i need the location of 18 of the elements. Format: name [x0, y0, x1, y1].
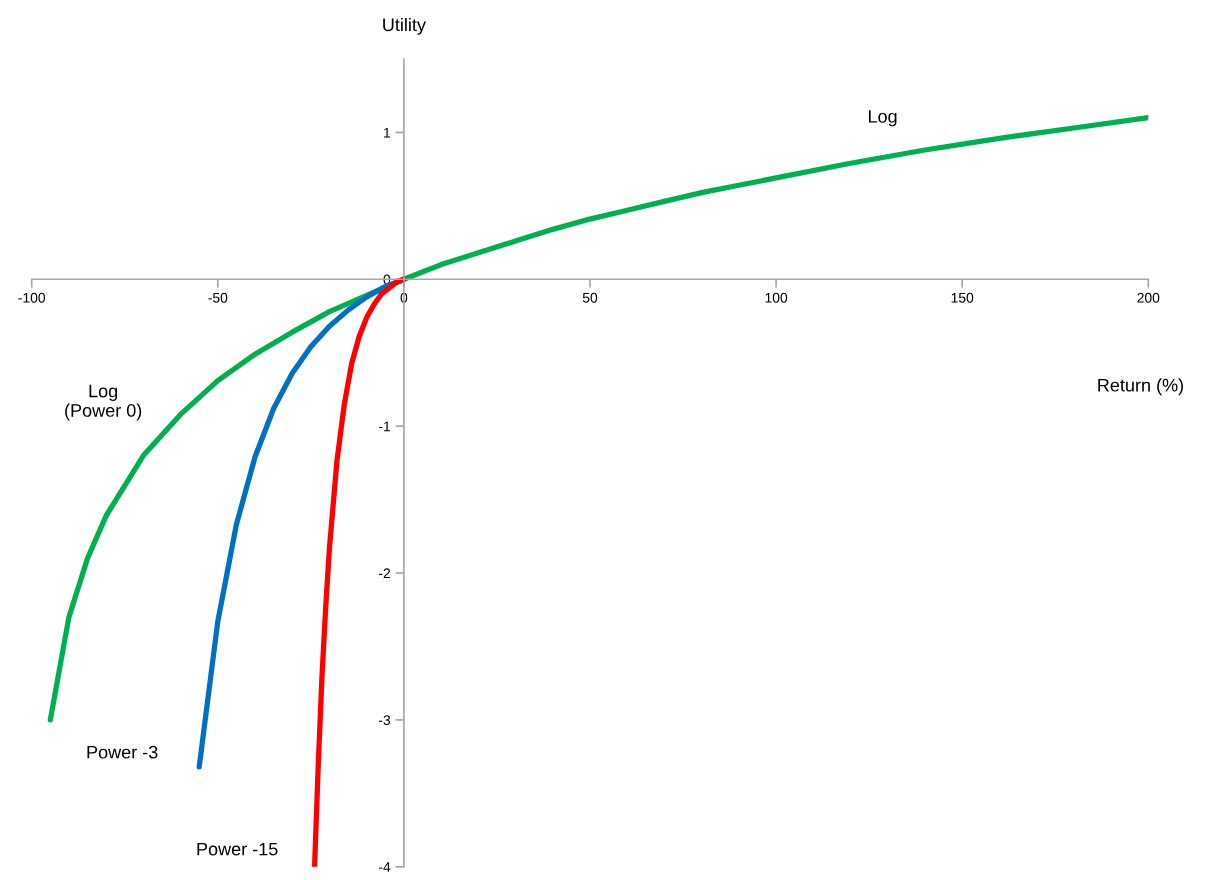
x-tick-label: 100 [765, 292, 788, 303]
y-tick-label: -4 [378, 862, 391, 872]
annotation: Power -3 [87, 745, 158, 759]
x-tick-label: 200 [1137, 292, 1160, 303]
x-tick-label: 0 [400, 292, 408, 303]
y-tick-label: 1 [384, 127, 391, 138]
annotation: Log [868, 110, 897, 127]
y-axis-title: Utility [383, 17, 426, 35]
x-axis-title: Return (%) [1098, 378, 1184, 396]
x-tick-label: 50 [582, 292, 598, 303]
x-tick-label: 150 [951, 292, 974, 303]
annotation: Log (Power 0) [65, 384, 142, 421]
x-tick-label: -100 [18, 292, 46, 303]
y-tick-label: -2 [378, 568, 390, 579]
y-tick-label: -3 [378, 715, 391, 726]
y-tick-label: -1 [378, 421, 391, 432]
annotation: Power -15 [197, 842, 278, 856]
x-tick-label: -50 [208, 292, 228, 303]
